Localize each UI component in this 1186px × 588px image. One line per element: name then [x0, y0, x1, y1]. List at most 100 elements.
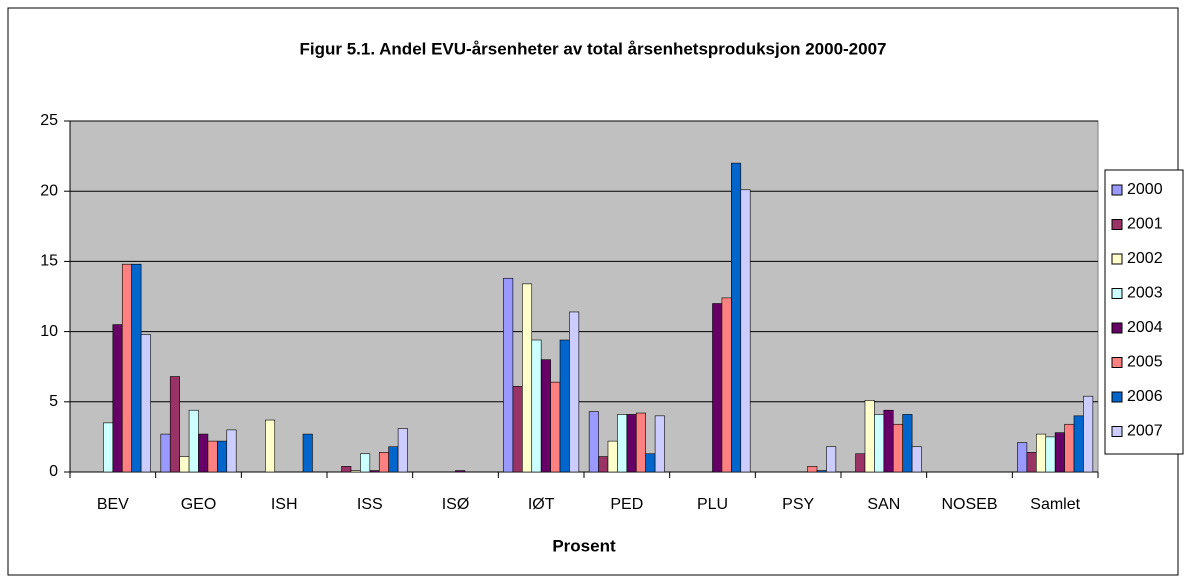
bar [350, 470, 361, 473]
legend-label: 2004 [1127, 319, 1163, 336]
bar [855, 453, 866, 473]
bar [892, 423, 903, 473]
bar [512, 386, 523, 473]
bar [112, 324, 123, 473]
bar [617, 414, 628, 473]
legend-label: 2001 [1127, 216, 1163, 233]
bar [140, 334, 151, 473]
x-axis-label: Prosent [552, 536, 616, 555]
y-tick-label: 25 [40, 112, 58, 129]
bar [607, 440, 618, 473]
bar [341, 466, 352, 473]
legend-swatch [1111, 253, 1123, 265]
bar [654, 415, 665, 473]
bar [874, 414, 885, 473]
bar [522, 283, 533, 473]
bar [503, 277, 514, 473]
legend-label: 2000 [1127, 181, 1163, 198]
bar [864, 400, 875, 473]
bar [397, 428, 408, 473]
bar [188, 409, 199, 473]
x-tick-label: ISØ [442, 496, 470, 513]
bar [911, 446, 922, 473]
bar [1036, 433, 1047, 473]
bar [588, 411, 599, 473]
bar [559, 339, 570, 473]
bar [598, 456, 609, 473]
bar [265, 419, 276, 473]
bar [388, 446, 399, 473]
bar [635, 412, 646, 473]
legend-swatch [1111, 288, 1123, 299]
bar [1073, 415, 1084, 473]
bar [160, 433, 171, 473]
legend-label: 2003 [1127, 285, 1163, 302]
bar [169, 376, 180, 473]
x-tick-label: NOSEB [941, 496, 997, 513]
bar [121, 263, 132, 473]
bar [712, 303, 723, 473]
x-tick-label: ISS [357, 496, 383, 513]
bar [626, 414, 637, 473]
bar [455, 470, 466, 473]
bar [569, 311, 580, 473]
x-tick-label: Samlet [1030, 496, 1080, 513]
bar [179, 456, 190, 473]
x-tick-label: PSY [782, 496, 814, 513]
bar [131, 263, 142, 473]
bar [531, 339, 542, 473]
legend-label: 2002 [1127, 250, 1163, 267]
legend-swatch [1111, 391, 1123, 403]
x-tick-label: PED [610, 496, 643, 513]
bar [721, 297, 732, 473]
bar [217, 440, 228, 473]
bar [207, 440, 218, 473]
bar [226, 429, 237, 473]
bar [103, 422, 114, 473]
bar [302, 433, 313, 473]
x-tick-label: BEV [97, 496, 129, 513]
bar [378, 452, 389, 473]
bar [1026, 452, 1037, 473]
legend-swatch [1111, 219, 1123, 230]
y-tick-label: 15 [40, 253, 58, 270]
legend-label: 2005 [1127, 354, 1163, 371]
bar [550, 381, 561, 473]
bar [360, 453, 371, 473]
bar [1054, 432, 1065, 473]
bar [883, 409, 894, 473]
bar [369, 470, 380, 473]
bar [1045, 436, 1056, 473]
bar [902, 414, 913, 473]
x-tick-label: IØT [528, 496, 555, 513]
bar [540, 359, 551, 473]
bar [807, 466, 818, 473]
legend-label: 2006 [1127, 388, 1163, 405]
bar [740, 189, 751, 473]
y-tick-label: 5 [49, 393, 58, 410]
bar [1064, 423, 1075, 473]
y-tick-label: 20 [40, 182, 58, 199]
bar [826, 446, 837, 473]
bar [645, 453, 656, 473]
bar [1017, 442, 1028, 473]
bar [1083, 395, 1094, 473]
chart-title: Figur 5.1. Andel EVU-årsenheter av total… [299, 39, 886, 58]
plot-area [69, 120, 1099, 473]
legend-swatch [1111, 426, 1123, 437]
bar [816, 470, 827, 473]
legend-swatch [1111, 322, 1123, 334]
legend-box [1104, 169, 1184, 455]
bar [198, 433, 209, 473]
legend-swatch [1111, 357, 1123, 368]
x-tick-label: SAN [867, 496, 900, 513]
y-tick-label: 0 [49, 463, 58, 480]
legend-swatch [1111, 184, 1123, 196]
bar [731, 162, 742, 473]
x-tick-label: ISH [271, 496, 298, 513]
x-tick-label: PLU [697, 496, 728, 513]
y-tick-label: 10 [40, 323, 58, 340]
x-tick-label: GEO [181, 496, 217, 513]
legend-label: 2007 [1127, 423, 1163, 440]
